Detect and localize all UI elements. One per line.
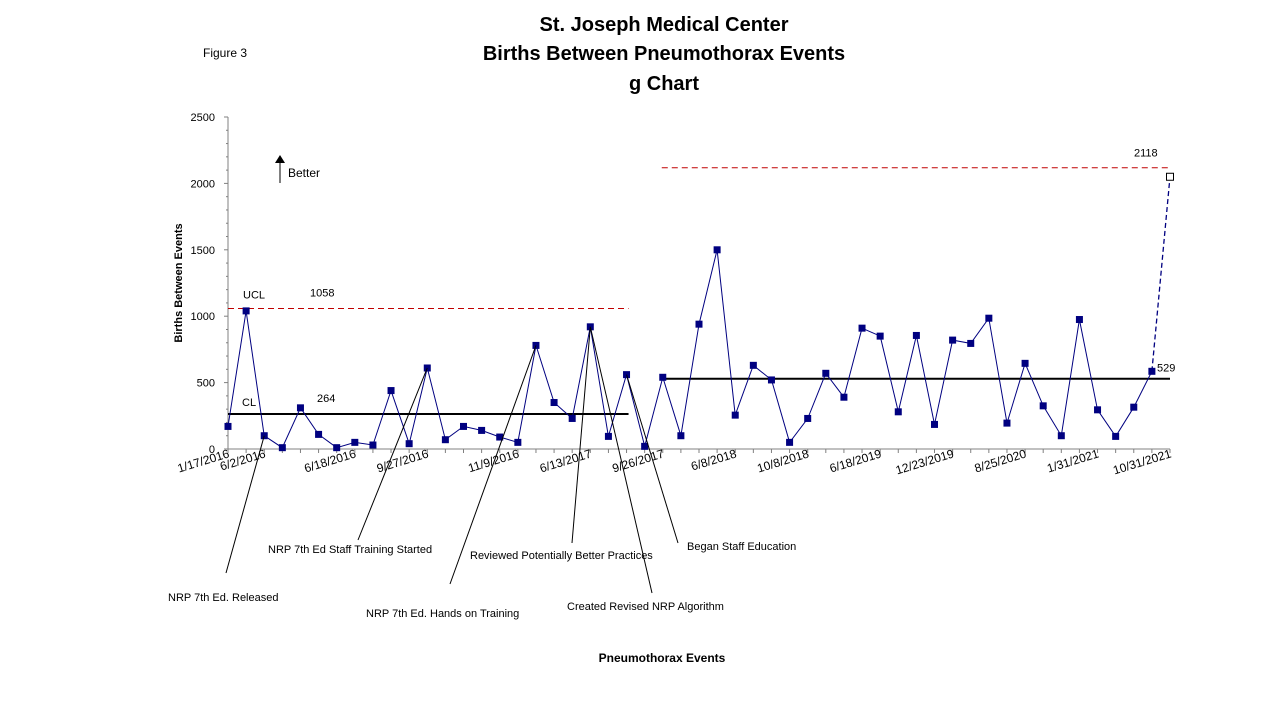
x-tick-label: 8/25/2020	[973, 446, 1028, 475]
data-point	[894, 408, 902, 416]
x-tick-label: 1/31/2021	[1045, 446, 1100, 475]
annotation-better-practices-leader	[571, 326, 591, 544]
annotation-revised-algorithm: Created Revised NRP Algorithm	[567, 601, 724, 613]
data-point	[641, 442, 649, 450]
annotation-hands-on-training-leader	[449, 345, 537, 585]
data-point	[1039, 402, 1047, 410]
y-tick-label: 1000	[191, 311, 215, 323]
data-point	[840, 393, 848, 401]
x-tick-label: 11/9/2016	[466, 446, 521, 475]
data-point	[278, 444, 286, 452]
y-tick-label: 500	[197, 378, 215, 390]
data-point	[949, 336, 957, 344]
data-point	[695, 320, 703, 328]
data-point	[858, 324, 866, 332]
data-point	[822, 369, 830, 377]
annotation-hands-on-training: NRP 7th Ed. Hands on Training	[366, 608, 519, 620]
y-tick-label: 0	[209, 444, 215, 456]
figure-label: Figure 3	[203, 46, 248, 60]
data-point	[786, 438, 794, 446]
x-tick-label: 10/8/2018	[755, 446, 810, 475]
data-point-open	[1166, 172, 1174, 181]
data-point	[876, 332, 884, 340]
chart-title-line-3: g Chart	[629, 73, 699, 95]
y-axis-title: Births Between Events	[173, 223, 185, 342]
ucl-value-phase-1: 1058	[310, 287, 334, 299]
data-point	[967, 339, 975, 347]
data-point	[242, 307, 250, 315]
x-tick-label: 10/31/2021	[1111, 446, 1173, 477]
annotation-nrp-released: NRP 7th Ed. Released	[168, 592, 278, 604]
ucl-label: UCL	[243, 289, 265, 301]
data-point	[387, 387, 395, 395]
ucl-value-phase-2: 2118	[1134, 148, 1158, 160]
annotation-nrp-released-leader	[225, 435, 265, 574]
data-point	[369, 441, 377, 449]
data-point	[1094, 406, 1102, 414]
data-point	[677, 432, 685, 440]
data-point	[985, 314, 993, 322]
series-dashed-connector	[1151, 176, 1171, 372]
data-point	[931, 420, 938, 428]
data-point	[1003, 419, 1011, 427]
annotation-staff-education: Began Staff Education	[687, 541, 796, 553]
annotation-revised-algorithm-leader	[589, 326, 653, 594]
data-point	[568, 414, 576, 422]
annotation-staff-training: NRP 7th Ed Staff Training Started	[268, 544, 432, 556]
data-point	[604, 432, 612, 440]
data-point	[912, 331, 920, 339]
data-point	[460, 422, 467, 430]
data-point	[550, 399, 558, 407]
data-point	[1021, 359, 1029, 367]
annotation-staff-education-leader	[626, 374, 679, 544]
x-tick-label: 9/27/2016	[375, 446, 430, 475]
chart-title-line-2: Births Between Pneumothorax Events	[482, 43, 846, 65]
y-tick-label: 1500	[191, 245, 215, 257]
data-point	[1075, 316, 1083, 324]
annotation-better-practices: Reviewed Potentially Better Practices	[470, 550, 653, 562]
data-point	[749, 361, 757, 369]
cl-value-phase-2: 529	[1157, 363, 1175, 375]
data-point	[514, 438, 522, 446]
series-line	[227, 249, 1153, 449]
x-tick-label: 6/8/2018	[689, 446, 738, 473]
cl-label: CL	[242, 397, 256, 409]
data-point	[496, 433, 504, 441]
data-point	[224, 422, 232, 430]
data-point	[731, 411, 739, 419]
data-point	[478, 426, 486, 434]
data-point	[1112, 432, 1120, 440]
y-tick-label: 2500	[191, 112, 215, 124]
better-arrow-head	[275, 155, 285, 163]
data-point	[713, 246, 721, 254]
chart-title-line-1: St. Joseph Medical Center	[539, 14, 789, 36]
x-tick-label: 12/23/2019	[894, 446, 956, 477]
data-point	[315, 430, 323, 438]
annotation-staff-training-leader	[357, 367, 428, 541]
data-point	[659, 373, 667, 381]
cl-value-phase-1: 264	[317, 393, 335, 405]
x-tick-label: 6/13/2017	[538, 446, 593, 475]
x-tick-label: 6/18/2016	[303, 446, 358, 475]
x-axis-title: Pneumothorax Events	[599, 651, 726, 665]
y-tick-label: 2000	[191, 178, 215, 190]
data-point	[441, 436, 449, 444]
data-point	[767, 376, 775, 384]
data-point	[1148, 367, 1156, 375]
data-point	[333, 444, 341, 452]
data-point	[804, 414, 812, 422]
data-point	[1057, 432, 1065, 440]
x-tick-label: 6/18/2019	[828, 446, 883, 475]
better-label: Better	[288, 166, 320, 180]
data-point	[405, 440, 413, 448]
data-point	[351, 438, 359, 446]
data-point	[296, 404, 304, 412]
data-point	[1130, 403, 1138, 411]
